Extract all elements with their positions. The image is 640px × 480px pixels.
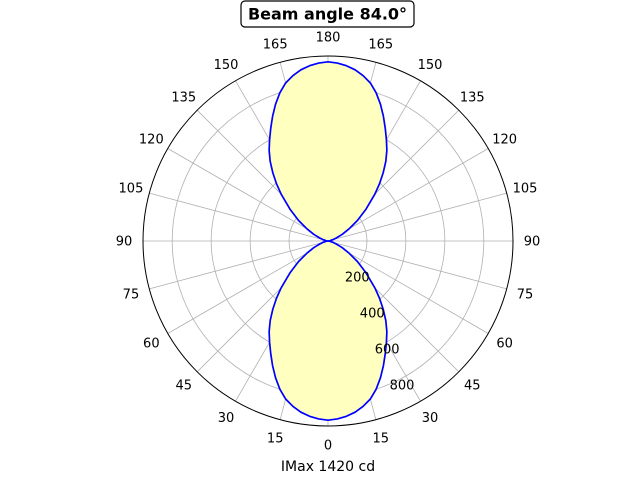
angle-tick-label: 45 [464, 379, 481, 394]
angle-tick-label: 0 [324, 439, 332, 454]
angle-tick-label: 75 [517, 287, 534, 302]
intensity-curve-group [268, 60, 388, 422]
angle-tick-label: 105 [119, 182, 144, 197]
angular-gridline [167, 148, 329, 242]
angle-tick-label: 105 [513, 182, 538, 197]
angular-gridline [149, 240, 329, 290]
angle-tick-label: 150 [418, 58, 443, 73]
radial-tick-label: 400 [360, 306, 385, 321]
angle-tick-label: 90 [524, 235, 541, 250]
radial-tick-label: 600 [375, 342, 400, 357]
tick-labels: 0 15 30 45 60 75 90 105 120 135 150 165 180 165 150 135… [116, 31, 541, 454]
angle-tick-label: 15 [267, 432, 284, 447]
intensity-curve-lower [268, 240, 388, 422]
radial-tick-label: 800 [390, 378, 415, 393]
angle-tick-label: 30 [218, 411, 235, 426]
chart-title-box: Beam angle 84.0° [240, 0, 415, 28]
angle-tick-label: 135 [460, 90, 485, 105]
intensity-curve-upper [268, 60, 388, 242]
angle-tick-label: 60 [496, 337, 513, 352]
angular-gridline [327, 240, 507, 290]
radial-tick-label: 200 [345, 270, 370, 285]
angle-tick-label: 60 [143, 337, 160, 352]
angle-tick-label: 30 [422, 411, 439, 426]
angular-gridline [167, 240, 329, 334]
angle-tick-label: 15 [373, 432, 390, 447]
angular-gridline [327, 148, 489, 242]
angle-tick-label: 165 [368, 37, 393, 52]
x-axis-label: IMax 1420 cd [281, 459, 375, 475]
angular-gridline [327, 192, 507, 242]
title-frame [240, 0, 415, 28]
angle-tick-label: 120 [139, 133, 164, 148]
angle-tick-label: 90 [116, 235, 133, 250]
intensity-fill-lower [269, 241, 387, 421]
chart-title: Beam angle 84.0° [248, 5, 407, 24]
angle-tick-label: 120 [492, 133, 517, 148]
polar-frame [142, 55, 514, 427]
intensity-fill-upper [269, 61, 387, 242]
angle-tick-label: 45 [175, 379, 192, 394]
angle-tick-label: 75 [123, 287, 140, 302]
angular-gridline [327, 240, 489, 334]
angular-gridline [149, 192, 329, 242]
angle-tick-label: 150 [214, 58, 239, 73]
angle-tick-label: 180 [316, 31, 341, 46]
angle-tick-label: 135 [171, 90, 196, 105]
angle-tick-label: 165 [263, 37, 288, 52]
